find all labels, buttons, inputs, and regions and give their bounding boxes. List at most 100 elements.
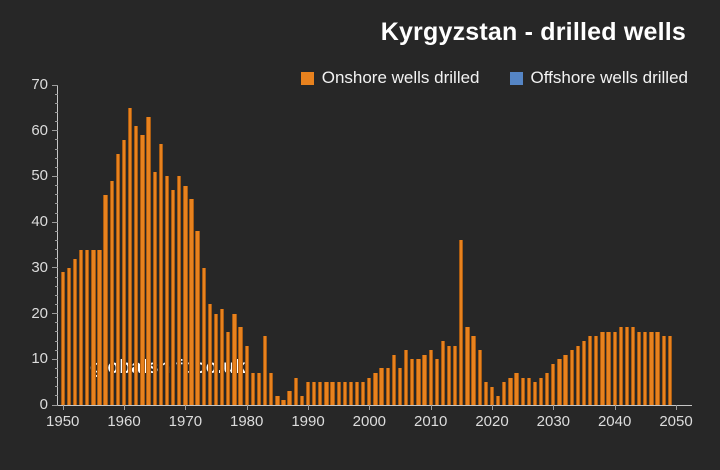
bar-2039 [606,331,611,405]
bar-1996 [342,382,347,405]
y-tick-62 [55,121,58,123]
bar-1992 [318,382,323,405]
y-tick-30 [52,267,58,269]
bar-1963 [140,135,145,405]
bar-2036 [587,336,593,405]
bar-1983 [262,336,268,405]
x-tick-1990 [308,405,310,410]
y-tick-label-10: 10 [31,350,48,368]
y-tick-34 [55,249,58,251]
bar-2022 [502,382,507,405]
y-tick-42 [55,212,58,214]
y-tick-28 [55,276,58,278]
legend-label-offshore: Offshore wells drilled [530,68,688,87]
x-tick-label-2050: 2050 [659,413,693,430]
bar-1961 [128,107,133,405]
y-tick-46 [55,194,58,196]
bar-1962 [134,126,139,405]
bar-1965 [152,171,157,405]
bar-2044 [637,331,642,405]
bar-2009 [422,354,427,405]
chart-title: Kyrgyzstan - drilled wells [380,18,686,46]
x-tick-1950 [62,405,64,410]
bar-1951 [66,267,71,405]
legend-item-onshore: Onshore wells drilled [300,68,480,88]
y-tick-60 [52,130,58,132]
bar-1952 [72,258,78,405]
bar-1977 [226,331,231,405]
bar-1967 [164,176,170,405]
offshore-swatch-icon [509,71,523,85]
y-tick-68 [55,93,58,95]
y-tick-label-0: 0 [39,396,48,413]
bar-1958 [109,181,114,405]
bar-1987 [287,391,292,405]
bar-2006 [403,350,409,405]
bar-1966 [158,144,163,405]
bar-2020 [489,386,495,405]
x-tick-label-1950: 1950 [46,413,80,430]
bar-1950 [60,272,65,405]
y-tick-14 [55,340,58,342]
y-tick-2 [55,395,58,397]
legend-item-offshore: Offshore wells drilled [509,68,688,88]
y-tick-label-70: 70 [31,76,48,93]
x-tick-1980 [246,405,248,410]
bar-2042 [624,327,630,405]
bar-1957 [103,194,108,405]
x-tick-2000 [369,405,371,410]
bar-2002 [379,368,384,405]
y-tick-12 [55,349,58,351]
bar-2015 [459,240,464,405]
bar-2027 [532,382,538,405]
y-tick-6 [55,377,58,379]
y-tick-58 [55,139,58,141]
y-tick-24 [55,294,58,296]
bar-2029 [545,373,550,405]
x-tick-label-1990: 1990 [291,413,325,430]
bar-1954 [85,249,90,405]
x-tick-2030 [553,405,555,410]
bar-2023 [508,377,513,405]
bar-2049 [667,336,672,405]
bar-1986 [281,400,286,405]
bar-2035 [581,341,587,405]
y-tick-70 [52,84,58,86]
bar-1976 [220,309,225,405]
x-tick-label-2030: 2030 [536,413,571,430]
y-tick-label-20: 20 [31,304,48,322]
bar-2001 [373,373,378,405]
onshore-swatch-icon [300,71,314,85]
bar-1974 [207,304,213,405]
bar-2014 [453,345,458,405]
x-tick-label-1970: 1970 [168,413,203,430]
x-tick-label-2000: 2000 [352,413,387,430]
x-tick-2010 [430,405,432,410]
bar-1968 [170,190,176,405]
x-tick-1960 [124,405,126,410]
y-tick-8 [55,367,58,369]
y-tick-label-30: 30 [31,258,48,276]
bar-1999 [361,382,366,405]
y-tick-4 [55,386,58,388]
y-tick-18 [55,322,58,324]
bar-1969 [177,176,182,405]
y-tick-label-40: 40 [31,213,48,231]
bar-2048 [661,336,666,405]
y-tick-label-60: 60 [31,121,48,139]
y-tick-36 [55,239,58,241]
bar-2038 [600,331,605,405]
y-tick-50 [52,175,58,177]
y-tick-54 [55,157,58,159]
y-tick-56 [55,148,58,150]
bar-2046 [649,331,654,405]
y-tick-44 [55,203,58,205]
bar-2032 [563,354,568,405]
bar-2004 [391,354,397,405]
bar-2019 [483,382,489,405]
bar-1984 [269,373,274,405]
bar-2018 [477,350,482,405]
bar-2017 [471,336,476,405]
y-tick-label-50: 50 [31,167,48,185]
